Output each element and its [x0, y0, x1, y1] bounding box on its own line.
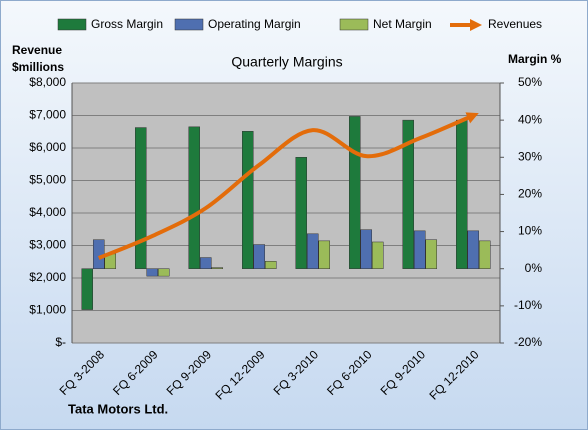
bar	[265, 261, 277, 269]
y2-tick-label: -20%	[514, 335, 542, 349]
y-tick-label: $3,000	[29, 238, 66, 252]
bar	[402, 119, 414, 269]
y2-tick-label: 20%	[518, 187, 542, 201]
y-axis-title: Revenue	[12, 43, 62, 57]
legend-label: Net Margin	[373, 17, 432, 31]
bar	[93, 239, 105, 269]
bar	[135, 127, 147, 269]
bar	[188, 126, 200, 269]
bar	[425, 239, 437, 269]
bar	[479, 240, 491, 269]
bar	[146, 268, 158, 277]
chart-title: Quarterly Margins	[231, 54, 342, 70]
bar	[360, 229, 372, 269]
y2-tick-label: -10%	[514, 298, 542, 312]
y2-tick-label: 0%	[525, 261, 543, 275]
bar	[456, 119, 468, 269]
y-tick-label: $2,000	[29, 270, 66, 284]
y-tick-label: $8,000	[29, 75, 66, 89]
bar	[253, 244, 265, 269]
legend-label: Gross Margin	[91, 17, 163, 31]
y-tick-label: $7,000	[29, 108, 66, 122]
bar	[318, 240, 330, 269]
y2-tick-label: 30%	[518, 149, 542, 163]
bar	[307, 233, 319, 269]
revenue-line	[97, 112, 479, 260]
y-tick-label: $4,000	[29, 205, 66, 219]
y2-tick-label: 50%	[518, 75, 542, 89]
legend-label: Operating Margin	[208, 17, 301, 31]
y-tick-label: $5,000	[29, 173, 66, 187]
bar	[242, 131, 254, 269]
bar	[211, 267, 223, 269]
y2-tick-label: 10%	[518, 224, 542, 238]
legend-label: Revenues	[488, 17, 542, 31]
bar	[81, 268, 93, 310]
bar	[295, 157, 307, 269]
bar	[200, 257, 212, 269]
footnote: Tata Motors Ltd.	[68, 401, 168, 416]
bar	[414, 230, 426, 269]
y-tick-label: $1,000	[29, 303, 66, 317]
bar	[372, 241, 384, 269]
y2-tick-label: 40%	[518, 112, 542, 126]
y-tick-label: $-	[55, 335, 66, 349]
bar	[158, 268, 170, 277]
bar	[349, 116, 361, 269]
legend-swatch	[174, 18, 204, 31]
y2-axis-title: Margin %	[508, 52, 562, 66]
y-axis-title: $millions	[12, 60, 64, 74]
legend-swatch	[339, 18, 369, 31]
legend-swatch	[57, 18, 87, 31]
bar	[467, 230, 479, 269]
y-tick-label: $6,000	[29, 140, 66, 154]
